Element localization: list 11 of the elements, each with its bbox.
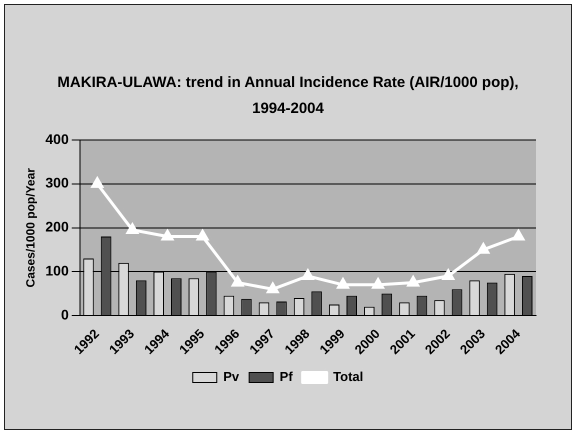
y-tick-label: 400 — [45, 130, 69, 147]
legend-label: Total — [333, 369, 364, 384]
y-tick-label: 300 — [45, 174, 69, 191]
y-axis-title: Cases/1000 pop/Year — [24, 168, 38, 288]
y-tick-label: 0 — [60, 306, 69, 322]
chart-title: MAKIRA-ULAWA: trend in Annual Incidence Rate (AIR/1000 pop), — [56, 73, 520, 93]
y-tick-label: 100 — [45, 262, 69, 278]
legend-label: Pv — [223, 369, 240, 384]
y-tick-label: 200 — [45, 218, 69, 235]
legend-label: Pf — [280, 369, 294, 384]
chart-subtitle: 1994-2004 — [251, 99, 325, 119]
